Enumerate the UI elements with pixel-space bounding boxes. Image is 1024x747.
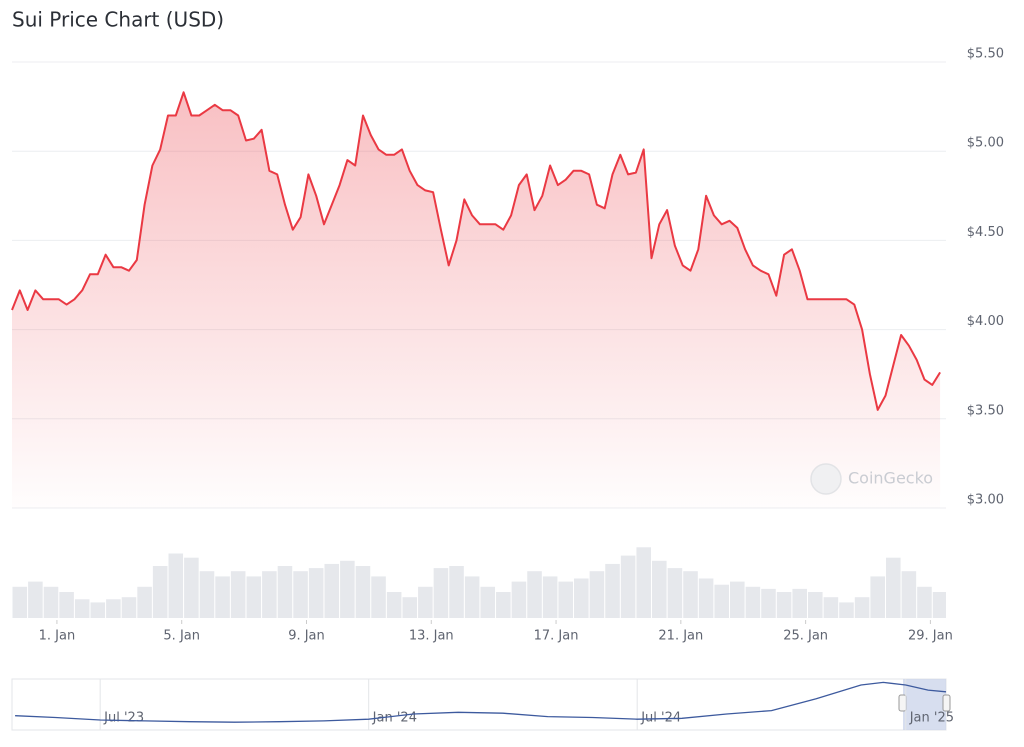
x-tick-label: 25. Jan: [783, 629, 828, 644]
volume-bar: [605, 563, 620, 618]
volume-bar: [636, 547, 651, 618]
volume-bar: [74, 599, 90, 618]
volume-bar: [324, 563, 340, 618]
volume-bar: [293, 571, 308, 618]
volume-bar: [792, 588, 807, 618]
navigator-handle[interactable]: [898, 694, 907, 712]
navigator-tick-label: Jul '24: [640, 711, 681, 726]
volume-bar: [215, 576, 230, 618]
volume-bar: [839, 602, 854, 618]
volume-bar: [121, 597, 137, 618]
volume-bar: [152, 566, 168, 618]
volume-bar: [730, 581, 745, 618]
navigator-line: [15, 681, 947, 723]
navigator-frame: [11, 678, 947, 731]
volume-bar: [230, 571, 246, 618]
volume-bar: [870, 576, 885, 618]
volume-bar: [433, 568, 449, 618]
volume-bar: [667, 568, 683, 618]
volume-bar: [246, 576, 262, 618]
y-tick-label: $3.50: [967, 403, 1004, 418]
volume-bar: [652, 560, 667, 618]
y-tick-label: $4.50: [967, 225, 1004, 240]
volume-bar: [28, 581, 43, 618]
watermark-text: CoinGecko: [848, 469, 933, 488]
y-tick-label: $3.00: [967, 493, 1004, 508]
volume-bar: [59, 592, 74, 618]
x-tick-label: 29. Jan: [908, 629, 953, 644]
volume-bar: [449, 566, 464, 618]
volume-bar: [776, 592, 792, 618]
volume-bar: [464, 576, 480, 618]
volume-bar: [698, 578, 714, 618]
volume-bar: [511, 581, 527, 618]
chart-title: Sui Price Chart (USD): [12, 8, 224, 32]
y-tick-label: $4.00: [967, 314, 1004, 329]
volume-bar: [418, 586, 433, 618]
x-tick-label: 17. Jan: [534, 629, 579, 644]
volume-bar: [917, 586, 932, 618]
volume-bar: [527, 571, 542, 618]
volume-bar: [199, 571, 215, 618]
volume-bar: [885, 557, 901, 618]
navigator-handle[interactable]: [942, 694, 951, 712]
volume-bar: [168, 553, 184, 618]
volume-bar: [714, 584, 729, 618]
watermark: CoinGecko: [810, 463, 933, 495]
volume-bar: [386, 592, 402, 618]
volume-bar: [932, 592, 946, 618]
price-area: [12, 92, 941, 509]
volume-bar: [43, 586, 59, 618]
watermark-logo: [810, 463, 842, 495]
volume-bar: [106, 599, 121, 618]
x-tick-label: 13. Jan: [409, 629, 454, 644]
volume-bar: [558, 581, 574, 618]
volume-bar: [620, 555, 636, 618]
volume-bar: [137, 586, 152, 618]
volume-bar: [308, 568, 324, 618]
volume-bar: [574, 578, 589, 618]
y-tick-label: $5.50: [967, 47, 1004, 62]
volume-bar: [402, 597, 418, 618]
volume-bar: [480, 586, 496, 618]
volume-bar: [262, 571, 277, 618]
x-tick-label: 5. Jan: [163, 629, 200, 644]
navigator-tick-label: Jul '23: [103, 711, 144, 726]
price-line: [11, 91, 941, 411]
navigator-tick-label: Jan '25: [909, 711, 954, 726]
volume-bar: [355, 566, 371, 618]
y-tick-label: $5.00: [967, 136, 1004, 151]
volume-bar: [589, 571, 605, 618]
x-tick-label: 9. Jan: [288, 629, 325, 644]
volume-bar: [90, 602, 106, 618]
volume-bar: [184, 557, 199, 618]
navigator-window[interactable]: [903, 679, 946, 730]
volume-bar: [371, 576, 386, 618]
x-tick-label: 21. Jan: [658, 629, 703, 644]
volume-bar: [496, 592, 511, 618]
volume-bar: [683, 571, 698, 618]
volume-bar: [761, 588, 776, 618]
x-tick-label: 1. Jan: [39, 629, 76, 644]
volume-bar: [542, 576, 558, 618]
volume-bar: [745, 586, 761, 618]
volume-bar: [277, 566, 293, 618]
volume-bar: [340, 560, 355, 618]
volume-bar: [823, 597, 839, 618]
volume-bar: [808, 592, 823, 618]
volume-bar: [854, 597, 870, 618]
volume-bar: [12, 586, 28, 618]
volume-bar: [901, 571, 917, 618]
